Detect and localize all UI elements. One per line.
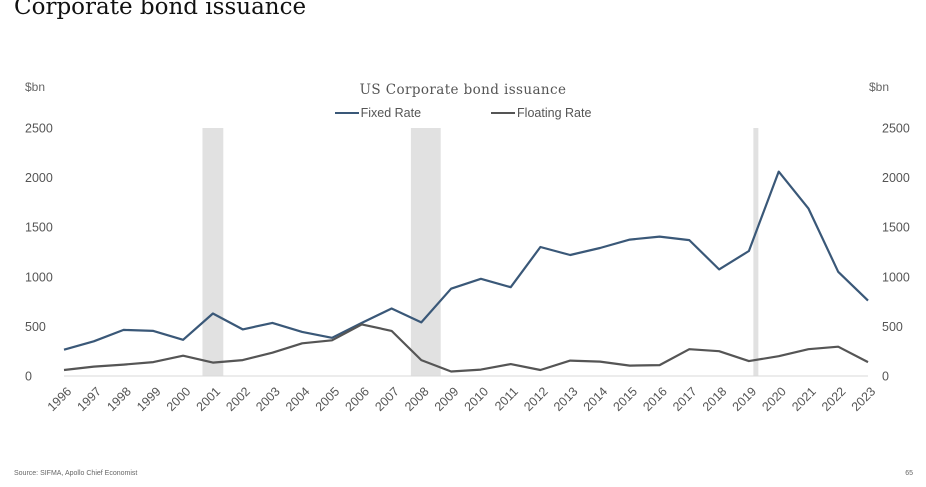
shaded-period-2007 (410, 128, 441, 376)
chart-title: US Corporate bond issuance (359, 82, 567, 98)
series-line-floating-rate (63, 323, 869, 373)
x-tick-1998: 1998 (104, 384, 134, 414)
x-tick-2017: 2017 (670, 384, 700, 414)
x-tick-2009: 2009 (432, 384, 462, 414)
y-tick-right-1000: 1000 (882, 270, 910, 284)
y-tick-right-1500: 1500 (882, 221, 910, 235)
legend-item-fixed-rate: Fixed Rate (334, 106, 422, 120)
x-tick-2010: 2010 (462, 384, 492, 414)
y-axis-left-unit: $bn (25, 80, 46, 94)
y-tick-left-1000: 1000 (25, 270, 53, 284)
x-tick-2023: 2023 (849, 384, 879, 414)
x-tick-2022: 2022 (819, 384, 849, 414)
x-tick-2019: 2019 (730, 384, 760, 414)
y-tick-left-2500: 2500 (25, 122, 53, 136)
x-tick-2018: 2018 (700, 384, 730, 414)
legend-label-floating-rate: Floating Rate (517, 106, 592, 120)
y-tick-right-500: 500 (882, 320, 903, 334)
x-tick-2014: 2014 (581, 384, 611, 414)
legend-swatch-floating-rate (491, 112, 516, 114)
x-tick-2008: 2008 (402, 384, 432, 414)
x-tick-2012: 2012 (521, 384, 551, 414)
x-tick-2004: 2004 (283, 384, 313, 414)
x-tick-2005: 2005 (313, 384, 343, 414)
x-tick-2011: 2011 (492, 384, 521, 413)
x-tick-2016: 2016 (640, 384, 670, 414)
recession-shading (202, 128, 759, 376)
x-tick-1996: 1996 (45, 384, 75, 414)
x-tick-2000: 2000 (164, 384, 194, 414)
y-tick-left-0: 0 (25, 370, 32, 384)
x-tick-1999: 1999 (134, 384, 164, 414)
legend-item-floating-rate: Floating Rate (491, 106, 591, 120)
y-tick-left-500: 500 (25, 320, 46, 334)
x-tick-2006: 2006 (343, 384, 373, 414)
x-tick-2020: 2020 (759, 384, 789, 414)
page-number: 65 (905, 470, 913, 477)
source-note: Source: SIFMA, Apollo Chief Economist (14, 470, 138, 477)
y-axis-right-unit: $bn (868, 80, 889, 94)
y-tick-right-0: 0 (882, 370, 889, 384)
y-tick-left-1500: 1500 (25, 221, 53, 235)
shaded-period-2019 (753, 128, 759, 376)
legend-swatch-fixed-rate (334, 112, 359, 114)
x-tick-2021: 2021 (789, 384, 819, 414)
y-tick-left-2000: 2000 (25, 171, 53, 185)
x-tick-2007: 2007 (372, 384, 402, 414)
x-tick-2003: 2003 (253, 384, 283, 414)
x-tick-2013: 2013 (551, 384, 581, 414)
chart-series (63, 170, 869, 373)
y-tick-right-2000: 2000 (882, 171, 910, 185)
legend-label-fixed-rate: Fixed Rate (360, 106, 422, 120)
y-tick-right-2500: 2500 (882, 122, 910, 136)
page-title: Corporate bond issuance (14, 0, 307, 20)
chart-legend: Fixed Rate Floating Rate (0, 106, 926, 120)
shaded-period-2000 (202, 128, 224, 376)
x-tick-2001: 2001 (194, 384, 224, 414)
x-tick-1997: 1997 (75, 384, 105, 414)
x-tick-2002: 2002 (223, 384, 253, 414)
x-tick-2015: 2015 (611, 384, 641, 414)
series-line-fixed-rate (63, 170, 869, 351)
